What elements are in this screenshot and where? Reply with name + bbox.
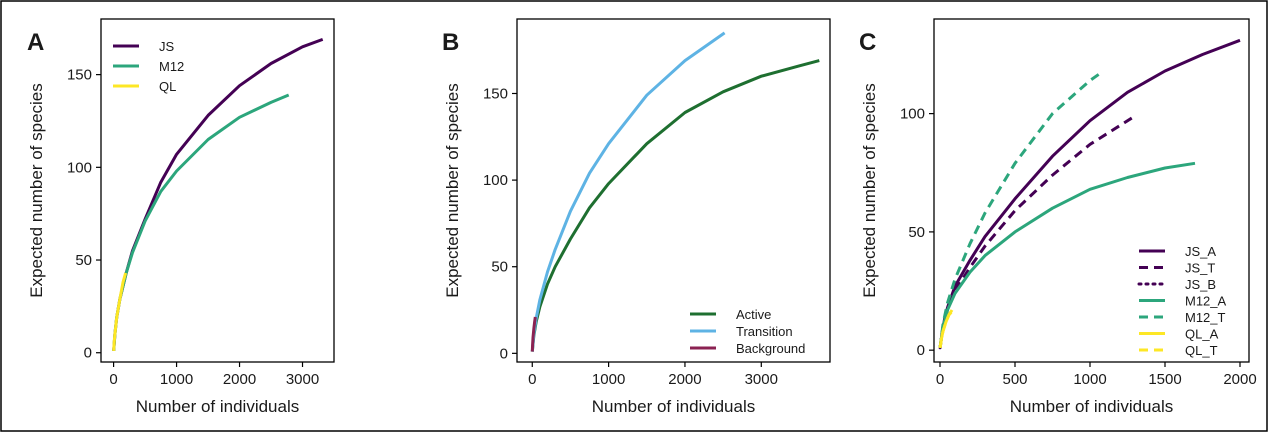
series-line-m12: [112, 93, 290, 352]
legend-label: JS_B: [1185, 277, 1216, 292]
x-axis-title: Number of individuals: [136, 397, 299, 416]
series-line-m12-a: [938, 161, 1196, 349]
plot-frame: [100, 18, 335, 363]
panel-letter: B: [442, 29, 459, 56]
legend-label: JS: [159, 39, 175, 54]
x-tick-label: 1000: [592, 371, 625, 388]
y-axis-title: Expected number of species: [443, 83, 462, 298]
legend: JS M12 QL: [113, 39, 184, 94]
panel-a: A 0 1000 2000 3000 0 50 100 150 Number of individ…: [27, 18, 335, 416]
series-line-background: [530, 316, 537, 352]
legend-label: M12_A: [1185, 294, 1227, 309]
legend-label: M12_T: [1185, 310, 1226, 325]
x-tick-label: 0: [109, 371, 117, 388]
plot-frame: [933, 18, 1250, 363]
plot-frame: [516, 18, 831, 363]
legend: Active Transition Background: [690, 307, 805, 356]
x-axis-title: Number of individuals: [1010, 397, 1173, 416]
legend-label: QL: [159, 79, 176, 94]
panel-c: C 0 500 1000 1500 2000 0 50 100 Number of individ…: [859, 18, 1257, 416]
x-tick-label: 500: [1002, 371, 1027, 388]
y-tick-label: 100: [67, 159, 92, 176]
legend-label: QL_T: [1185, 343, 1218, 358]
series-line-js-t: [938, 114, 1136, 349]
x-tick-label: 1000: [1073, 371, 1106, 388]
series-line-js: [112, 37, 324, 352]
y-tick-label: 0: [500, 345, 508, 362]
x-tick-label: 0: [936, 371, 944, 388]
y-tick-label: 150: [67, 67, 92, 84]
y-tick-label: 50: [908, 224, 925, 241]
x-tick-label: 1500: [1148, 371, 1181, 388]
y-tick-label: 0: [84, 345, 92, 362]
series-line-ql: [112, 272, 128, 351]
legend-label: Transition: [736, 324, 793, 339]
y-axis-title: Expected number of species: [860, 83, 879, 298]
y-tick-label: 100: [900, 106, 925, 123]
legend-label: Background: [736, 341, 805, 356]
x-tick-label: 1000: [160, 371, 193, 388]
x-tick-label: 2000: [668, 371, 701, 388]
y-tick-label: 0: [917, 342, 925, 359]
series-line-active: [530, 59, 820, 352]
series-line-transition: [530, 31, 726, 352]
y-tick-label: 100: [483, 172, 508, 189]
x-tick-label: 3000: [745, 371, 778, 388]
y-tick-label: 50: [75, 252, 92, 269]
y-tick-label: 50: [491, 259, 508, 276]
panel-b: B 0 1000 2000 3000 0 50 100 150 Number of individ…: [442, 18, 831, 416]
panel-letter: A: [27, 29, 44, 56]
y-tick-label: 150: [483, 85, 508, 102]
series-line-ql-t: [938, 311, 953, 349]
series-line-m12-t: [938, 69, 1105, 348]
x-axis-title: Number of individuals: [592, 397, 755, 416]
legend-label: Active: [736, 307, 771, 322]
legend-label: M12: [159, 59, 184, 74]
panel-letter: C: [859, 29, 876, 56]
legend-label: QL_A: [1185, 327, 1219, 342]
x-tick-label: 2000: [1223, 371, 1256, 388]
legend-label: JS_A: [1185, 244, 1216, 259]
x-tick-label: 2000: [223, 371, 256, 388]
y-axis-title: Expected number of species: [27, 83, 46, 298]
x-tick-label: 0: [528, 371, 536, 388]
legend-label: JS_T: [1185, 261, 1215, 276]
x-tick-label: 3000: [286, 371, 319, 388]
